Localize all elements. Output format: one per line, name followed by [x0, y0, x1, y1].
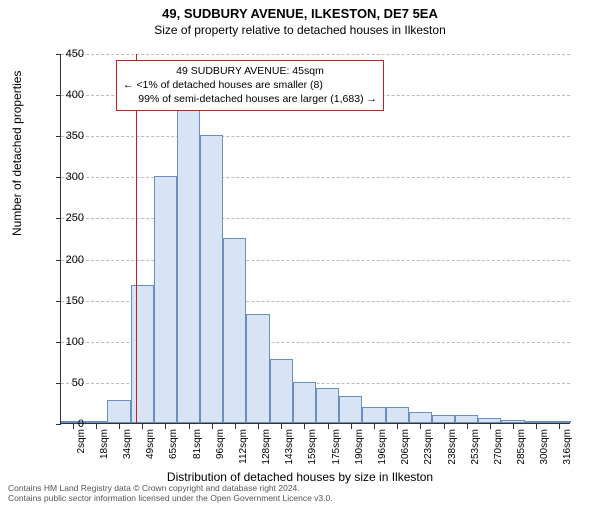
x-tick — [397, 424, 398, 429]
x-tick-label: 175sqm — [331, 429, 342, 465]
annotation-line: 99% of semi-detached houses are larger (… — [123, 92, 377, 106]
x-tick — [490, 424, 491, 429]
histogram-bar — [501, 420, 524, 423]
annotation-line: ← <1% of detached houses are smaller (8) — [123, 78, 377, 92]
y-tick-label: 150 — [44, 295, 84, 307]
histogram-bar — [339, 396, 362, 423]
histogram-bar — [548, 421, 571, 423]
x-tick — [536, 424, 537, 429]
y-tick-label: 100 — [44, 336, 84, 348]
page-title: 49, SUDBURY AVENUE, ILKESTON, DE7 5EA — [0, 6, 600, 21]
histogram-chart: 2sqm18sqm34sqm49sqm65sqm81sqm96sqm112sqm… — [60, 54, 570, 424]
x-tick-label: 238sqm — [447, 429, 458, 465]
y-tick-label: 350 — [44, 130, 84, 142]
x-tick — [189, 424, 190, 429]
y-tick-label: 50 — [44, 377, 84, 389]
histogram-bar — [177, 102, 200, 423]
histogram-bar — [84, 421, 107, 423]
page-subtitle: Size of property relative to detached ho… — [0, 23, 600, 37]
x-tick-label: 316sqm — [562, 429, 573, 465]
x-tick — [258, 424, 259, 429]
x-tick-label: 49sqm — [145, 429, 156, 459]
histogram-bar — [270, 359, 293, 423]
histogram-bar — [200, 135, 223, 423]
histogram-bar — [131, 285, 154, 423]
x-tick-label: 2sqm — [76, 429, 87, 453]
x-tick — [467, 424, 468, 429]
gridline — [61, 136, 570, 137]
y-tick-label: 300 — [44, 171, 84, 183]
histogram-bar — [107, 400, 130, 423]
histogram-bar — [154, 176, 177, 423]
x-tick-label: 128sqm — [261, 429, 272, 465]
x-tick — [119, 424, 120, 429]
y-tick-label: 0 — [44, 418, 84, 430]
x-tick-label: 196sqm — [377, 429, 388, 465]
histogram-bar — [409, 412, 432, 424]
x-tick-label: 206sqm — [400, 429, 411, 465]
x-tick — [559, 424, 560, 429]
y-tick-label: 400 — [44, 89, 84, 101]
x-tick-label: 285sqm — [516, 429, 527, 465]
histogram-bar — [316, 388, 339, 423]
x-tick — [142, 424, 143, 429]
annotation-line: 49 SUDBURY AVENUE: 45sqm — [123, 64, 377, 78]
x-tick-label: 223sqm — [423, 429, 434, 465]
x-tick-label: 112sqm — [238, 429, 249, 464]
x-tick-label: 159sqm — [307, 429, 318, 465]
histogram-bar — [386, 407, 409, 423]
x-tick-label: 18sqm — [99, 429, 110, 459]
x-tick-label: 253sqm — [470, 429, 481, 465]
x-tick — [513, 424, 514, 429]
gridline — [61, 218, 570, 219]
gridline — [61, 177, 570, 178]
y-tick-label: 450 — [44, 48, 84, 60]
x-tick-label: 143sqm — [284, 429, 295, 465]
x-tick — [96, 424, 97, 429]
x-tick — [374, 424, 375, 429]
x-tick — [165, 424, 166, 429]
x-tick-label: 81sqm — [192, 429, 203, 459]
footer-line-1: Contains HM Land Registry data © Crown c… — [8, 483, 333, 493]
x-tick-label: 300sqm — [539, 429, 550, 465]
histogram-bar — [478, 418, 501, 423]
footer-line-2: Contains public sector information licen… — [8, 493, 333, 503]
histogram-bar — [223, 238, 246, 423]
histogram-bar — [525, 421, 548, 423]
x-tick — [304, 424, 305, 429]
x-tick-label: 96sqm — [215, 429, 226, 459]
annotation-box: 49 SUDBURY AVENUE: 45sqm← <1% of detache… — [116, 60, 384, 111]
x-tick-label: 65sqm — [168, 429, 179, 459]
x-tick-label: 190sqm — [354, 429, 365, 465]
histogram-bar — [455, 415, 478, 423]
x-tick — [212, 424, 213, 429]
histogram-bar — [293, 382, 316, 423]
x-tick — [235, 424, 236, 429]
x-tick — [328, 424, 329, 429]
histogram-bar — [246, 314, 269, 423]
gridline — [61, 54, 570, 55]
x-tick — [351, 424, 352, 429]
y-axis-label: Number of detached properties — [10, 71, 24, 236]
histogram-bar — [362, 407, 385, 423]
gridline — [61, 260, 570, 261]
y-tick-label: 250 — [44, 212, 84, 224]
x-tick-label: 34sqm — [122, 429, 133, 459]
x-tick — [444, 424, 445, 429]
plot-area: 2sqm18sqm34sqm49sqm65sqm81sqm96sqm112sqm… — [60, 54, 570, 424]
histogram-bar — [432, 415, 455, 423]
x-tick-label: 270sqm — [493, 429, 504, 465]
x-tick — [420, 424, 421, 429]
x-tick — [281, 424, 282, 429]
y-tick-label: 200 — [44, 254, 84, 266]
